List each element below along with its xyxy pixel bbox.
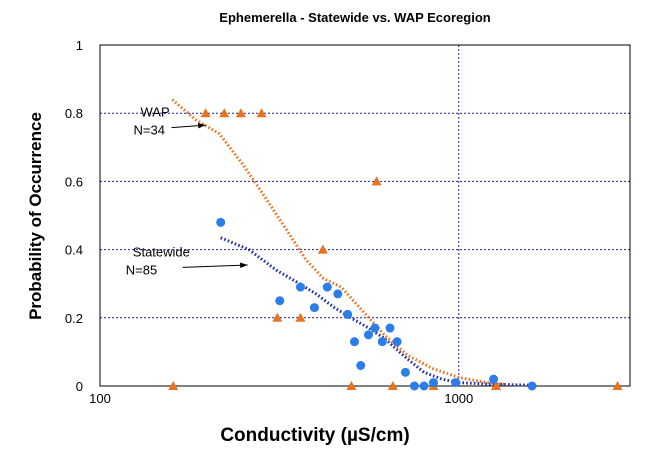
data-point-triangle (200, 108, 211, 118)
data-point-circle (349, 337, 359, 347)
data-point-circle (451, 378, 461, 388)
fit-curve (171, 98, 506, 386)
data-point-circle (400, 367, 410, 377)
data-point-circle (370, 323, 380, 333)
annotations: WAP N=34 Statewide N=85 (126, 105, 248, 277)
data-points (168, 108, 623, 391)
annotation-label: WAP (141, 105, 170, 120)
y-tick-label: 0.4 (65, 243, 83, 258)
data-point-circle (295, 282, 305, 292)
data-point-triangle (235, 108, 246, 118)
y-tick-label: 0.6 (65, 174, 83, 189)
data-point-circle (363, 330, 373, 340)
data-point-circle (428, 378, 438, 388)
tick-labels: 0 0.2 0.4 0.6 0.8 1 100 1000 (65, 38, 473, 406)
data-point-circle (409, 381, 419, 391)
data-point-circle (333, 289, 343, 299)
plot-area-frame (99, 44, 631, 387)
data-point-triangle (168, 381, 179, 390)
data-point-triangle (219, 108, 230, 118)
annotation-arrowhead (240, 262, 248, 268)
data-point-circle (527, 381, 537, 391)
data-point-circle (489, 374, 499, 384)
data-point-triangle (387, 381, 398, 390)
data-point-circle (216, 217, 226, 227)
data-point-circle (377, 337, 387, 347)
data-point-triangle (295, 312, 306, 322)
data-point-circle (275, 296, 285, 306)
annotation-label: N=85 (126, 262, 157, 277)
annotation-label: N=34 (134, 123, 165, 138)
data-point-circle (309, 303, 319, 313)
x-tick-label: 1000 (444, 391, 473, 406)
y-axis-title: Probability of Occurrence (26, 112, 45, 320)
data-point-triangle (491, 381, 502, 390)
data-point-circle (385, 323, 395, 333)
grid (100, 45, 630, 386)
data-point-triangle (346, 381, 357, 390)
y-tick-label: 0.2 (65, 311, 83, 326)
y-tick-label: 0 (76, 379, 83, 394)
data-point-circle (343, 309, 353, 319)
chart-title: Ephemerella - Statewide vs. WAP Ecoregio… (219, 10, 490, 25)
data-point-triangle (272, 312, 283, 322)
y-tick-label: 1 (76, 38, 83, 53)
data-point-triangle (256, 108, 267, 118)
y-tick-label: 0.8 (65, 106, 83, 121)
data-point-triangle (371, 176, 382, 186)
data-point-circle (322, 282, 332, 292)
data-point-triangle (612, 381, 623, 390)
annotation-label: Statewide (133, 244, 190, 259)
annotation-arrowhead (197, 122, 206, 129)
data-point-circle (392, 337, 402, 347)
data-point-circle (356, 361, 366, 371)
x-axis-title: Conductivity (µS/cm) (220, 425, 409, 446)
x-tick-label: 100 (89, 391, 111, 406)
data-point-circle (419, 381, 429, 391)
annotation-arrow (182, 264, 248, 268)
data-point-triangle (317, 244, 328, 254)
fit-curve (220, 236, 533, 387)
